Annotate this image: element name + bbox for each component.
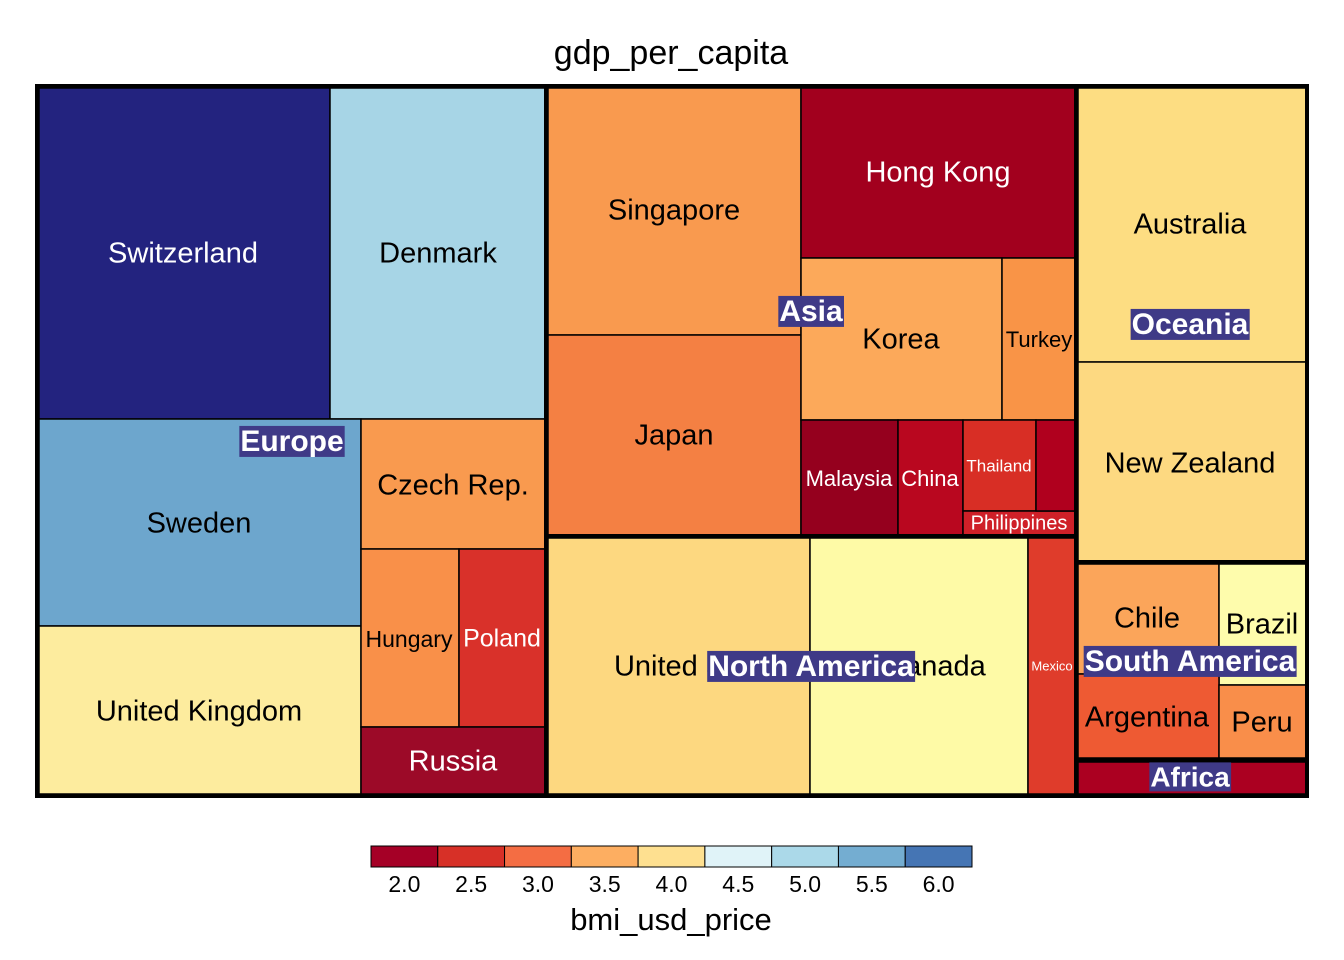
tile-label-switzerland: Switzerland bbox=[108, 238, 258, 270]
group-label-south-america: South America bbox=[1085, 645, 1296, 678]
legend-swatch bbox=[837, 845, 906, 868]
tile-new-zealand bbox=[1077, 361, 1307, 563]
tile-label-czech-rep: Czech Rep. bbox=[377, 470, 529, 502]
legend-swatch bbox=[771, 845, 839, 868]
tile-switzerland bbox=[38, 87, 331, 420]
tile-label-china: China bbox=[901, 466, 959, 491]
tile-label-poland: Poland bbox=[463, 625, 541, 653]
group-label-asia: Asia bbox=[779, 295, 843, 328]
group-label-background-oceania bbox=[1130, 308, 1250, 340]
tile-label-russia: Russia bbox=[409, 746, 499, 778]
tile-thailand bbox=[962, 419, 1037, 512]
tile-denmark bbox=[329, 87, 547, 420]
tile-russia bbox=[360, 726, 547, 795]
group-label-africa: Africa bbox=[1150, 761, 1230, 792]
legend-tick-label: 5.0 bbox=[789, 871, 821, 897]
tile-label-korea: Korea bbox=[862, 324, 940, 356]
group-label-background-asia bbox=[778, 295, 844, 327]
legend-swatch bbox=[504, 845, 572, 868]
tile-label-turkey: Turkey bbox=[1006, 327, 1072, 352]
tile-label-thailand: Thailand bbox=[966, 456, 1031, 475]
tile-label-australia: Australia bbox=[1134, 209, 1248, 241]
treemap-outer-frame bbox=[35, 84, 1309, 798]
tile-united-kingdom bbox=[38, 625, 362, 795]
legend-swatch bbox=[704, 845, 773, 868]
tile-label-argentina: Argentina bbox=[1085, 702, 1210, 734]
tile-peru bbox=[1218, 684, 1307, 759]
tile-hong-kong bbox=[800, 87, 1077, 259]
chart-title: gdp_per_capita bbox=[554, 34, 789, 72]
legend-tick-labels: 2.0 2.5 3.0 3.5 4.0 4.5 5.0 5.5 6.0 bbox=[388, 871, 954, 897]
tile-philippines bbox=[962, 510, 1077, 537]
legend-swatches bbox=[370, 845, 973, 868]
legend-title: bmi_usd_price bbox=[570, 902, 772, 937]
group-label-north-america: North America bbox=[708, 650, 914, 683]
tile-hungary bbox=[360, 548, 460, 728]
tile-label-japan: Japan bbox=[634, 420, 713, 452]
tile-label-hungary: Hungary bbox=[366, 626, 453, 652]
group-label-oceania: Oceania bbox=[1132, 308, 1249, 341]
legend-swatch bbox=[437, 845, 506, 868]
legend-tick-label: 2.0 bbox=[388, 871, 420, 897]
legend-tick-label: 4.5 bbox=[722, 871, 754, 897]
tile-label-brazil: Brazil bbox=[1226, 609, 1299, 641]
tile-mexico bbox=[1027, 537, 1077, 795]
legend-swatch bbox=[370, 845, 439, 868]
group-label-background-south-america bbox=[1083, 645, 1297, 677]
legend-tick-label: 4.0 bbox=[656, 871, 688, 897]
tile-label-new-zealand: New Zealand bbox=[1105, 448, 1276, 480]
legend-swatch bbox=[570, 845, 639, 868]
tile-korea bbox=[800, 257, 1003, 421]
tile-label-hong-kong: Hong Kong bbox=[865, 157, 1010, 189]
tile-label-mexico: Mexico bbox=[1031, 658, 1072, 673]
tile-asia-unlabeled-9 bbox=[1035, 419, 1077, 512]
legend-tick-label: 5.5 bbox=[856, 871, 888, 897]
tile-label-singapore: Singapore bbox=[608, 195, 740, 227]
tile-label-denmark: Denmark bbox=[379, 238, 497, 270]
tile-label-united-kingdom: United Kingdom bbox=[96, 696, 302, 728]
legend-tick-label: 3.5 bbox=[589, 871, 621, 897]
group-label-background-africa bbox=[1149, 762, 1232, 792]
treemap-tiles bbox=[38, 87, 1307, 795]
group-label-background-europe bbox=[239, 425, 345, 457]
tile-label-peru: Peru bbox=[1231, 707, 1292, 739]
treemap-group-labels: Europe Asia North America Oceania South Amer… bbox=[239, 295, 1297, 792]
tile-czech-rep bbox=[360, 418, 547, 550]
group-label-europe: Europe bbox=[240, 425, 343, 458]
tile-label-philippines: Philippines bbox=[971, 512, 1068, 534]
tile-label-chile: Chile bbox=[1114, 603, 1180, 635]
legend-swatch bbox=[904, 845, 973, 868]
tile-label-malaysia: Malaysia bbox=[806, 466, 894, 491]
legend-tick-label: 2.5 bbox=[455, 871, 487, 897]
treemap-tile-labels: Switzerland Denmark Sweden Czech Rep. United… bbox=[96, 157, 1298, 778]
group-label-background-north-america bbox=[707, 650, 916, 682]
tile-label-sweden: Sweden bbox=[147, 508, 252, 540]
legend-tick-label: 3.0 bbox=[522, 871, 554, 897]
legend-swatch bbox=[637, 845, 706, 868]
legend-tick-label: 6.0 bbox=[923, 871, 955, 897]
color-legend: 2.0 2.5 3.0 3.5 4.0 4.5 5.0 5.5 6.0 bmi_usd_pric… bbox=[370, 845, 973, 937]
tile-malaysia bbox=[800, 419, 899, 537]
